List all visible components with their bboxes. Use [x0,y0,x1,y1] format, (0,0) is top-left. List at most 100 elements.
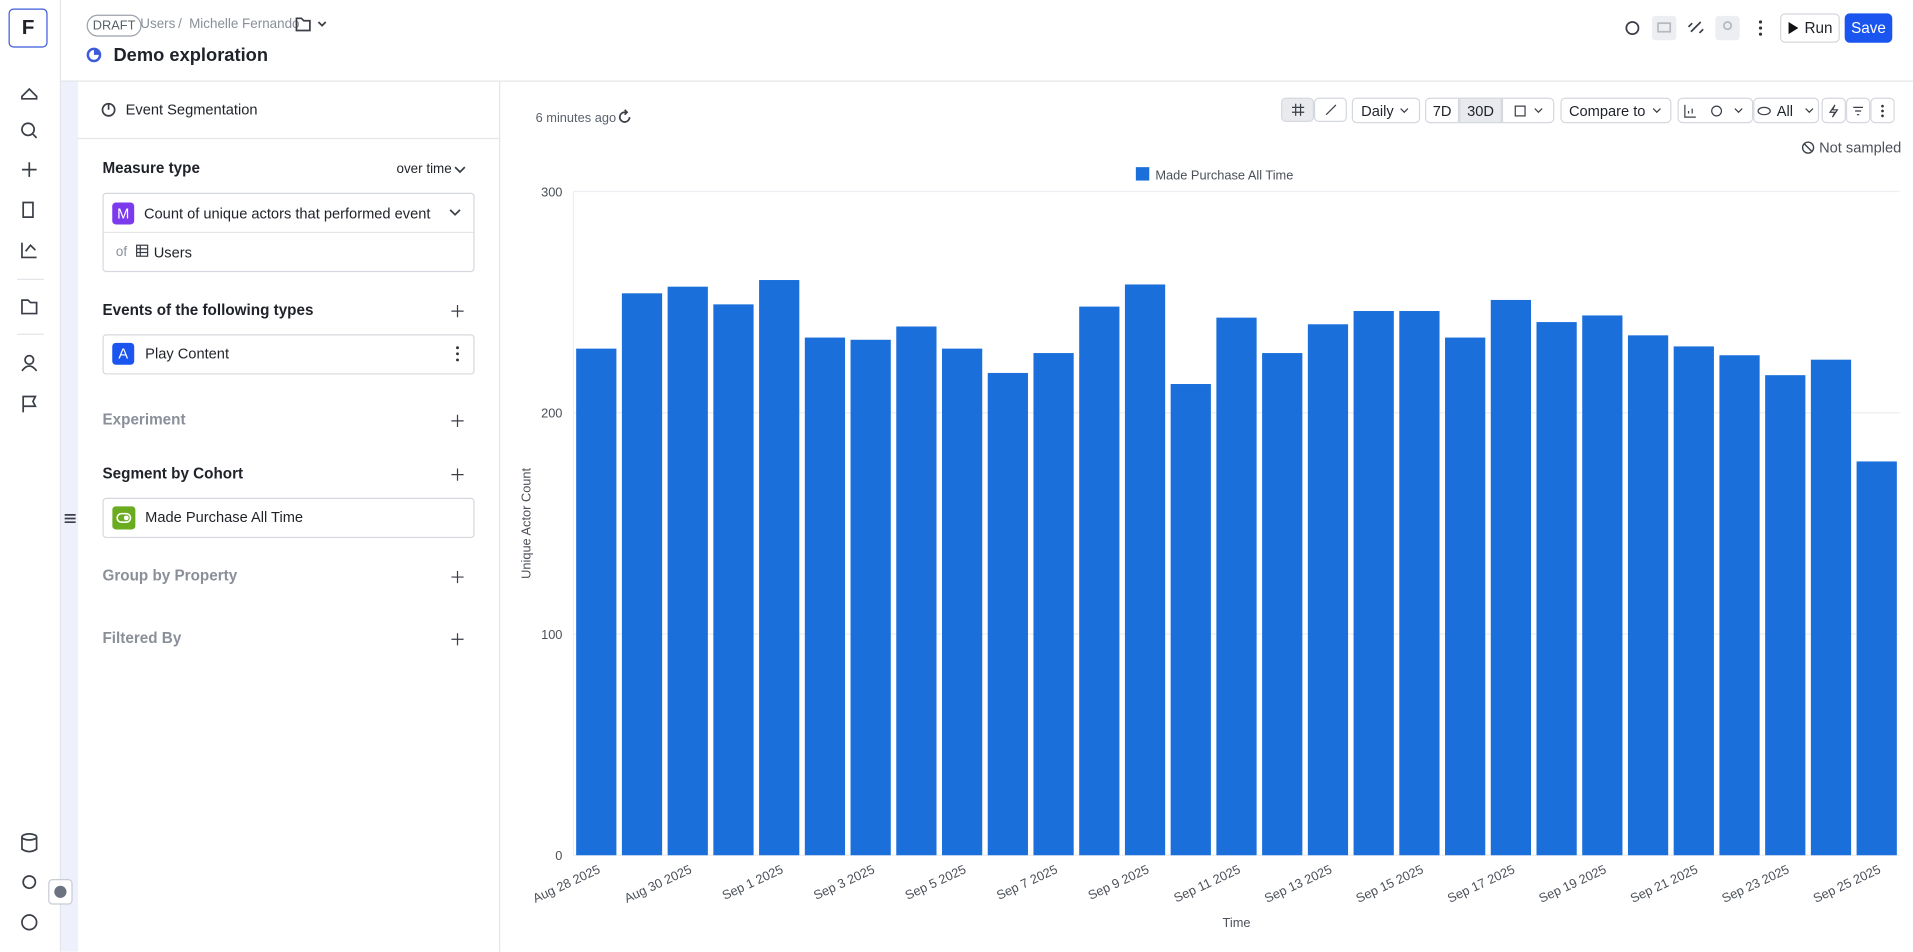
panel-title-divider [78,137,499,140]
event-badge: A [112,342,135,365]
add-button[interactable] [450,414,465,429]
chevron[interactable] [448,206,463,218]
breadcrumb-separator: / [178,17,182,32]
run-button[interactable]: Run [1780,13,1840,43]
x-tick-label: Sep 21 2025 [1628,861,1700,905]
measure-box-divider [103,231,474,234]
chevron[interactable] [453,163,468,175]
chart: 0 100 200 300 Unique Actor Count Time Made Pur… [519,167,1900,930]
nav-icons [17,87,76,931]
bar [1490,299,1532,856]
nav-rail [0,0,62,952]
help-icon[interactable] [21,914,38,931]
header-divider [61,80,1913,82]
list-icon[interactable] [64,513,76,524]
report-icon[interactable] [22,201,34,219]
chevron [1804,107,1813,113]
x-tick-label: Aug 30 2025 [622,861,694,905]
compare-label: Compare to [1568,101,1646,119]
comment-button[interactable] [1651,15,1677,41]
data-icon[interactable] [21,833,38,841]
x-axis-title: Time [1223,915,1251,930]
x-tick-label: Aug 28 2025 [530,861,602,905]
bar [576,348,617,856]
bar [713,304,754,856]
flag-icon[interactable] [22,395,37,413]
date-picker[interactable] [1501,97,1555,124]
folder-icon[interactable] [21,299,38,315]
chart-icon[interactable] [21,242,37,259]
table-icon [136,244,149,257]
bar [667,286,708,856]
title-icon [86,47,102,63]
add-button[interactable] [450,467,465,482]
bar [1079,306,1120,856]
section-label: Group by Property [102,567,238,585]
bar [1810,359,1852,856]
more-icon [1881,104,1884,117]
bolt-button[interactable] [1821,97,1846,124]
panel-divider [498,81,501,952]
bar [1216,317,1257,856]
x-tick-label: Sep 19 2025 [1536,861,1608,905]
folder-menu[interactable] [293,15,332,35]
bolt-icon [1828,103,1839,117]
of-value[interactable]: Users [153,244,192,262]
home-icon[interactable] [21,87,38,100]
save-button[interactable]: Save [1844,13,1893,43]
bar [1719,355,1760,856]
bar [1033,353,1074,856]
event-menu[interactable] [451,345,463,362]
range-button[interactable]: 30D [1459,97,1502,124]
section-label: Events of the following types [102,301,314,319]
y-axis-title: Unique Actor Count [519,467,534,578]
status-pill: DRAFT [86,14,142,37]
add-button[interactable] [450,304,465,319]
page-title: Demo exploration [113,45,269,66]
section-label: Filtered By [102,629,182,647]
x-tick-label: Sep 25 2025 [1811,861,1883,905]
add-icon[interactable] [21,162,37,177]
percent-toggle[interactable] [1313,97,1347,123]
filter-button[interactable] [1845,97,1871,124]
user-icon[interactable] [24,354,35,366]
number-toggle[interactable] [1281,97,1314,123]
event-row[interactable] [102,334,475,375]
search-icon[interactable] [21,122,36,137]
add-button[interactable] [450,632,465,647]
interval-select[interactable]: Daily [1351,97,1421,124]
settings-icon[interactable] [22,875,37,890]
range-button[interactable]: 7D [1424,97,1460,124]
run-label: Run [1804,19,1833,37]
sampling-status: Not sampled [1819,139,1902,157]
help-button[interactable] [1625,21,1640,36]
link-button[interactable] [1687,21,1704,34]
chart-options[interactable] [1677,97,1754,124]
more-button[interactable] [1870,97,1895,124]
cohort-row[interactable] [102,497,475,539]
cohort-name[interactable]: Made Purchase All Time [145,508,304,526]
bar [1536,322,1577,856]
measure-badge: M [112,202,135,225]
refresh-button[interactable] [616,109,633,126]
updated-time: 6 minutes ago [535,111,617,126]
filter-icon [1853,106,1863,115]
view-select[interactable]: All [1753,97,1820,124]
bar [621,293,663,856]
breadcrumb[interactable]: Users [140,17,176,32]
compare-select[interactable]: Compare to [1560,97,1672,124]
breadcrumb[interactable]: Michelle Fernando [189,17,300,32]
eye-icon [1757,106,1772,115]
event-name[interactable]: Play Content [145,345,230,363]
x-tick-label: Sep 13 2025 [1262,861,1334,905]
logo[interactable]: F [8,8,48,48]
x-tick-label: Sep 7 2025 [994,861,1060,902]
measure-select[interactable]: Count of unique actors that performed ev… [143,204,431,223]
measure-mode[interactable]: over time [396,162,452,177]
share-button[interactable] [1715,15,1740,41]
add-button[interactable] [450,570,465,585]
of-label: of [115,245,128,260]
x-tick-label: Sep 9 2025 [1086,861,1152,902]
bar [1856,461,1897,856]
bar [1445,337,1486,856]
